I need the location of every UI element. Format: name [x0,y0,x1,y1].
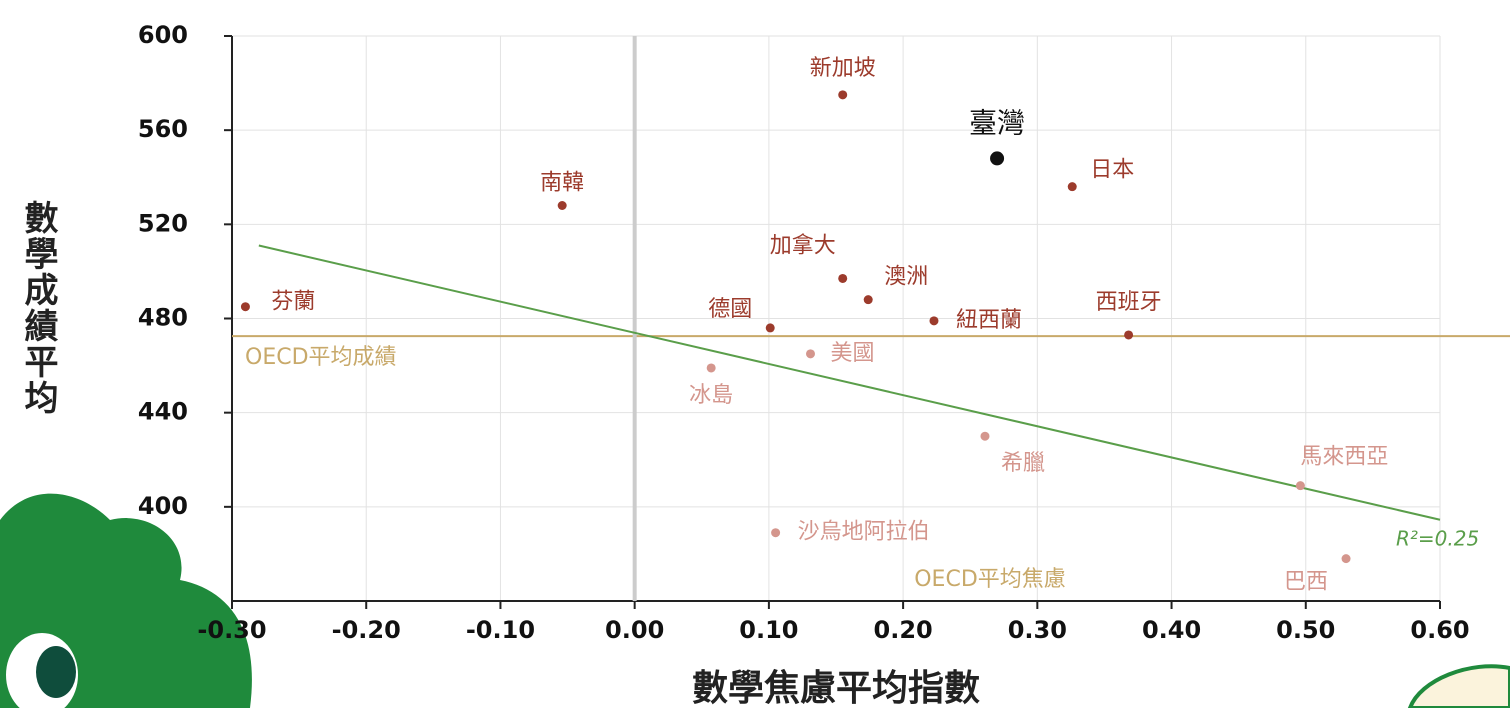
mascot-pupil [36,646,76,698]
point [1124,330,1134,340]
y-tick-label: 600 [138,21,188,49]
point [240,302,250,312]
point [838,90,848,100]
point-label: 芬蘭 [271,290,315,315]
point [838,273,848,283]
point [929,316,939,326]
y-tick-label: 440 [138,398,188,426]
point-label: 馬來西亞 [1300,445,1388,470]
point-label: 臺灣 [969,106,1025,139]
x-tick-label: 0.60 [1410,616,1469,644]
point [863,295,873,305]
x-tick-label: -0.10 [466,616,535,644]
x-tick-label: 0.30 [1008,616,1067,644]
y-tick-label: 520 [138,209,188,237]
point [1067,182,1077,192]
x-tick-label: 0.40 [1142,616,1201,644]
point-label: 日本 [1090,158,1134,183]
point-label: 紐西蘭 [956,308,1022,333]
point [990,151,1005,166]
x-axis-title: 數學焦慮平均指數 [692,668,980,708]
reference-label: OECD平均成績 [245,345,397,370]
x-tick-label: -0.30 [197,616,266,644]
point [1295,481,1305,491]
point-label: 美國 [830,341,874,366]
y-tick-label: 480 [138,304,188,332]
point [706,363,716,373]
x-tick-label: 0.20 [874,616,933,644]
x-tick-label: -0.20 [332,616,401,644]
trendline [258,244,1441,521]
point [771,528,781,538]
point [765,323,775,333]
point-label: 加拿大 [770,232,836,258]
x-tick-label: 0.10 [739,616,798,644]
x-tick-label: 0.00 [605,616,664,644]
point-label: 德國 [708,297,752,322]
corner-decoration [1407,664,1510,708]
point-label: 沙烏地阿拉伯 [798,520,930,545]
point-label: 南韓 [540,171,584,196]
trendline-label: R²=0.25 [1396,527,1479,551]
point [1341,554,1351,564]
y-axis-title: 數學成績平均 [18,200,58,416]
point [980,431,990,441]
point-label: 巴西 [1284,570,1328,595]
point-label: 新加坡 [810,56,876,81]
point [805,349,815,359]
reference-label: OECD平均焦慮 [914,567,1066,592]
y-tick-label: 400 [138,492,188,520]
point-label: 西班牙 [1096,290,1162,315]
x-tick-label: 0.50 [1276,616,1335,644]
point-label: 希臘 [1001,451,1045,476]
point-label: 澳洲 [884,265,928,290]
point [557,201,567,210]
y-tick-label: 560 [138,115,188,143]
point-label: 冰島 [689,383,733,408]
